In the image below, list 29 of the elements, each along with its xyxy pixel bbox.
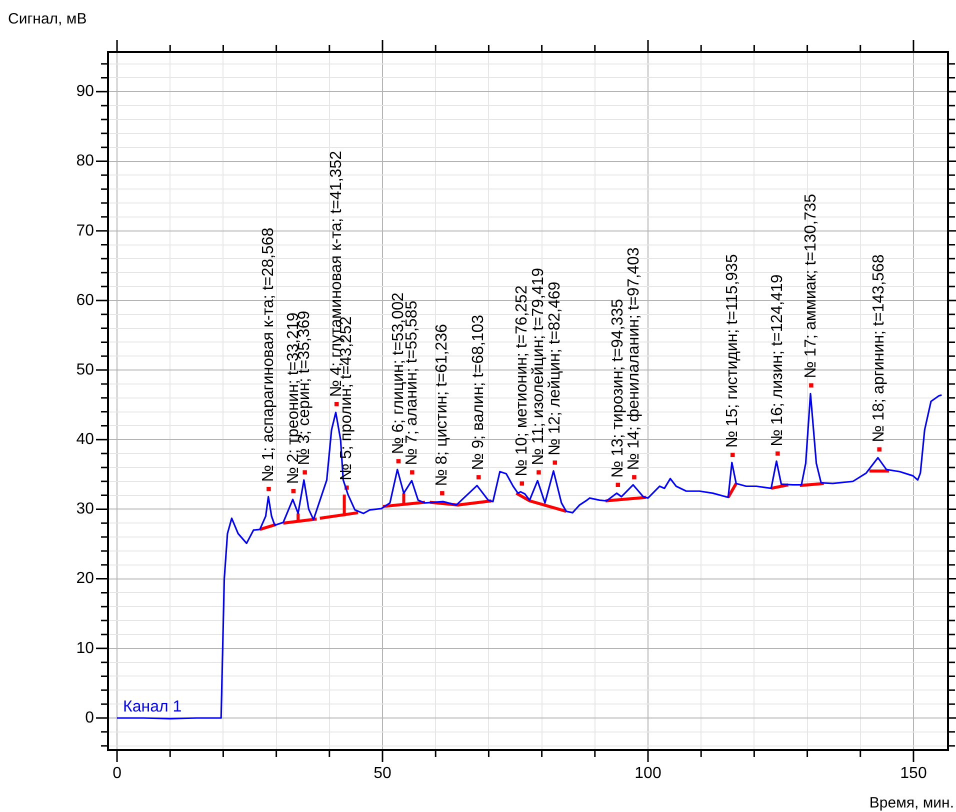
annotation: № 12; лейцин; t=82,469	[546, 281, 564, 456]
x-tick-label: 0	[112, 765, 122, 782]
annotation: № 13; тирозин; t=94,335	[609, 298, 626, 478]
annotation: № 18; аргинин; t=143,568	[870, 254, 888, 442]
y-tick-label: 40	[76, 431, 94, 448]
y-tick-label: 20	[76, 570, 94, 588]
annotation: № 9; валин; t=68,103	[470, 314, 488, 470]
annotation: № 16; лизин; t=124,419	[769, 274, 786, 447]
x-tick-label: 50	[374, 765, 392, 782]
x-axis-title: Время, мин.	[869, 794, 954, 812]
y-tick-label: 30	[76, 500, 94, 518]
annotation: № 17; аммиак; t=130,735	[802, 194, 820, 378]
y-tick-label: 60	[76, 292, 94, 309]
annotation: № 15; гистидин; t=115,935	[724, 254, 742, 448]
y-tick-label: 50	[76, 361, 94, 378]
annotation: № 11; изолейцин; t=79,419	[530, 268, 548, 466]
annotation: № 10; метионин; t=76,252	[513, 285, 530, 476]
y-tick-label: 10	[76, 640, 94, 657]
y-tick-label: 70	[76, 222, 94, 240]
y-axis-title: Сигнал, мВ	[8, 10, 87, 28]
series-label: Канал 1	[123, 698, 182, 716]
annotation: № 1; аспарагиновая к-та; t=28,568	[260, 227, 278, 482]
y-tick-label: 80	[76, 152, 94, 170]
annotation: № 8; цистин; t=61,236	[434, 324, 451, 486]
x-tick-label: 150	[900, 765, 927, 782]
x-tick-label: 100	[634, 765, 662, 782]
annotation: № 14; фенилаланин; t=97,403	[626, 247, 643, 470]
y-tick-label: 90	[76, 83, 94, 100]
y-tick-label: 0	[85, 709, 94, 726]
